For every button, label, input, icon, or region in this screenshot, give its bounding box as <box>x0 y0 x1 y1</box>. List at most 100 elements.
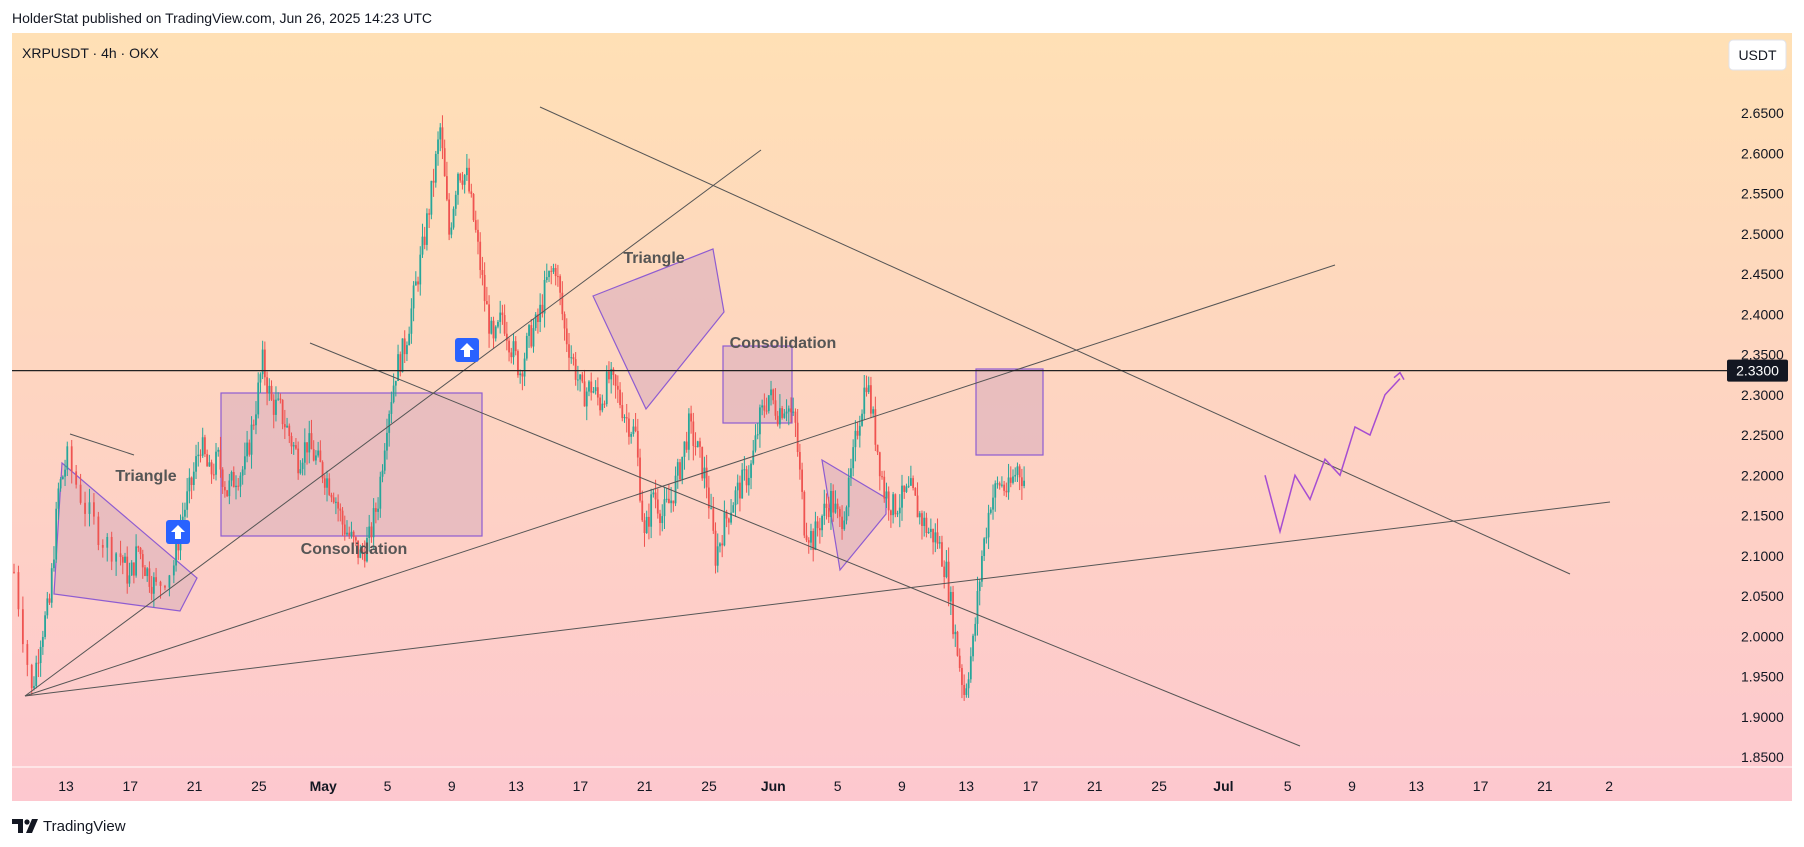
candle-body <box>137 546 140 548</box>
candle-body <box>776 415 779 425</box>
candle-body <box>565 328 568 345</box>
candle-body <box>368 526 371 539</box>
candle-body <box>576 379 579 381</box>
candle-body <box>767 395 770 412</box>
candle-body <box>745 469 748 486</box>
candle-body <box>938 542 941 544</box>
candle-body <box>643 520 646 533</box>
candle-body <box>201 437 204 456</box>
trendline[interactable] <box>24 264 1336 697</box>
trendlines <box>12 106 1727 747</box>
up-arrow-icon[interactable] <box>166 520 190 544</box>
candle-body <box>184 509 186 517</box>
candle-body <box>321 462 324 479</box>
candle-body <box>1005 490 1008 493</box>
price-tick-label: 2.4000 <box>1741 306 1784 322</box>
candle-body <box>739 482 741 499</box>
candle-body <box>363 551 366 562</box>
trendline[interactable] <box>309 342 1301 747</box>
candle-body <box>834 503 837 513</box>
trendline[interactable] <box>24 501 1611 697</box>
candle-body <box>941 542 943 567</box>
candle-body <box>17 572 20 610</box>
trendline[interactable] <box>69 433 135 456</box>
price-tick-label: 2.2000 <box>1741 467 1784 483</box>
candle-body <box>783 413 786 418</box>
time-tick-label: 5 <box>1284 778 1292 794</box>
candle-body <box>1007 477 1010 493</box>
candle-body <box>887 491 890 511</box>
candle-body <box>57 488 60 509</box>
candle-body <box>872 409 875 414</box>
time-tick-label: 21 <box>1087 778 1103 794</box>
candle-body <box>958 655 961 668</box>
candle-body <box>668 498 670 504</box>
candle-body <box>241 469 244 476</box>
candle-body <box>208 462 211 467</box>
candle-body <box>583 381 586 407</box>
candle-body <box>670 500 673 504</box>
candle-body <box>723 512 726 546</box>
candle-body <box>259 374 262 383</box>
candle-body <box>252 424 255 426</box>
candle-body <box>155 577 157 582</box>
candle-body <box>432 180 435 183</box>
candle-body <box>612 368 615 375</box>
up-arrow-icon[interactable] <box>455 338 479 362</box>
candle-body <box>967 679 970 689</box>
candle-body <box>563 314 566 329</box>
candle-body <box>30 664 33 689</box>
candle-body <box>1016 466 1019 475</box>
candle-body <box>852 447 855 469</box>
pattern-shape[interactable] <box>722 345 793 424</box>
candle-body <box>785 411 788 414</box>
pattern-shape[interactable] <box>821 458 887 572</box>
candle-body <box>348 532 351 536</box>
candle-body <box>945 561 948 578</box>
projection-path[interactable] <box>1264 378 1401 535</box>
candle-body <box>232 472 235 488</box>
pattern-shape[interactable] <box>975 368 1044 456</box>
candle-body <box>281 399 284 425</box>
candle-body <box>761 405 764 408</box>
candle-body <box>747 477 750 486</box>
candle-body <box>292 445 295 447</box>
candle-body <box>592 391 595 393</box>
candle-body <box>943 566 946 578</box>
trendline[interactable] <box>539 106 1571 575</box>
candle-body <box>186 491 189 510</box>
candle-body <box>472 194 475 221</box>
candle-body <box>523 358 526 377</box>
candle-body <box>934 532 937 543</box>
current-level-tag[interactable] <box>1727 359 1788 382</box>
candle-body <box>190 477 193 485</box>
candle-body <box>343 524 346 535</box>
candle-body <box>721 543 724 546</box>
candle-body <box>1012 476 1014 483</box>
time-tick-label: 13 <box>58 778 74 794</box>
candle-body <box>357 540 359 558</box>
candle-body <box>75 471 78 485</box>
pattern-shape[interactable] <box>592 248 725 411</box>
tradingview-logo[interactable]: TradingView <box>12 816 126 836</box>
candle-body <box>818 528 821 531</box>
candle-body <box>319 450 322 463</box>
pattern-shape[interactable] <box>220 392 483 537</box>
candle-body <box>59 478 62 489</box>
currency-button[interactable]: USDT <box>1728 39 1787 71</box>
candle-body <box>996 483 999 485</box>
candle-body <box>419 254 422 285</box>
candle-body <box>841 516 843 530</box>
candle-body <box>144 567 146 577</box>
candle-body <box>827 508 830 518</box>
trendline[interactable] <box>24 149 762 697</box>
candle-body <box>807 540 810 543</box>
candle-body <box>461 180 464 185</box>
candle-body <box>892 494 895 516</box>
candle-body <box>838 508 841 517</box>
candle-body <box>701 446 704 479</box>
candle-body <box>210 462 213 475</box>
candle-body <box>756 434 759 436</box>
candle-body <box>48 598 51 603</box>
